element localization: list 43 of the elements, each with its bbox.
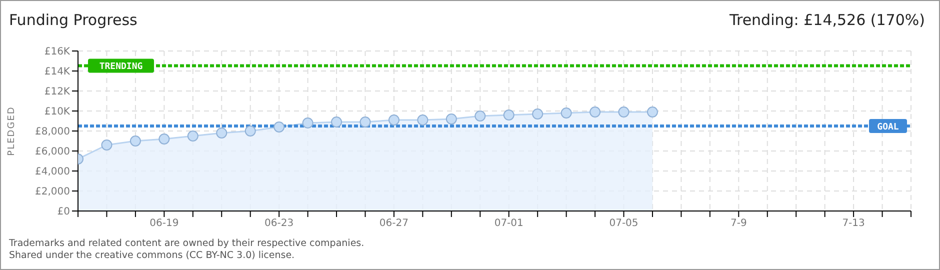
x-tick-label: 7-13 [842,218,865,230]
chart-subtitle: Trending: £14,526 (170%) [730,11,925,29]
point [503,110,514,120]
point [560,108,572,118]
x-tick-label: 06-23 [264,218,294,230]
point [590,106,601,118]
point [331,116,342,128]
point [646,106,658,118]
point [130,136,141,146]
y-tick-label: £14K [44,66,70,78]
point [474,110,486,122]
point [388,114,400,126]
point [101,140,112,150]
ref-line-label: GOAL [877,122,900,132]
y-tick-label: £6,000 [35,146,70,158]
text: Shared under the creative commons (CC BY-NC 3.0) license. [9,250,296,262]
point [216,128,228,138]
y-tick-label: £2,000 [35,186,70,198]
y-tick-label: £10K [44,106,70,118]
x-tick-label: 07-01 [494,218,524,230]
x-tick-label: 07-05 [609,218,638,230]
point [244,126,256,136]
x-tick-label: 7-9 [730,218,747,230]
ref-line-label: TRENDING [99,62,143,72]
chart-title: Funding Progress [9,11,138,29]
y-tick-label: £4,000 [35,166,70,178]
point [360,116,371,128]
point [417,114,428,126]
y-tick-label: £8,000 [35,126,70,138]
y-tick-label: £12K [44,86,70,98]
point [446,114,457,124]
y-tick-label: £0 [57,206,70,218]
point [187,130,198,142]
y-axis-title: PLEDGED [7,106,18,156]
y-tick-label: £16K [44,46,70,58]
point [532,108,544,120]
point [302,118,314,128]
point [158,134,170,144]
x-tick-label: 06-19 [150,218,179,230]
x-tick-label: 06-27 [379,218,408,230]
point [618,106,630,118]
point [274,122,285,132]
text: Trademarks and related content are owned by their respective companies. [9,238,364,250]
